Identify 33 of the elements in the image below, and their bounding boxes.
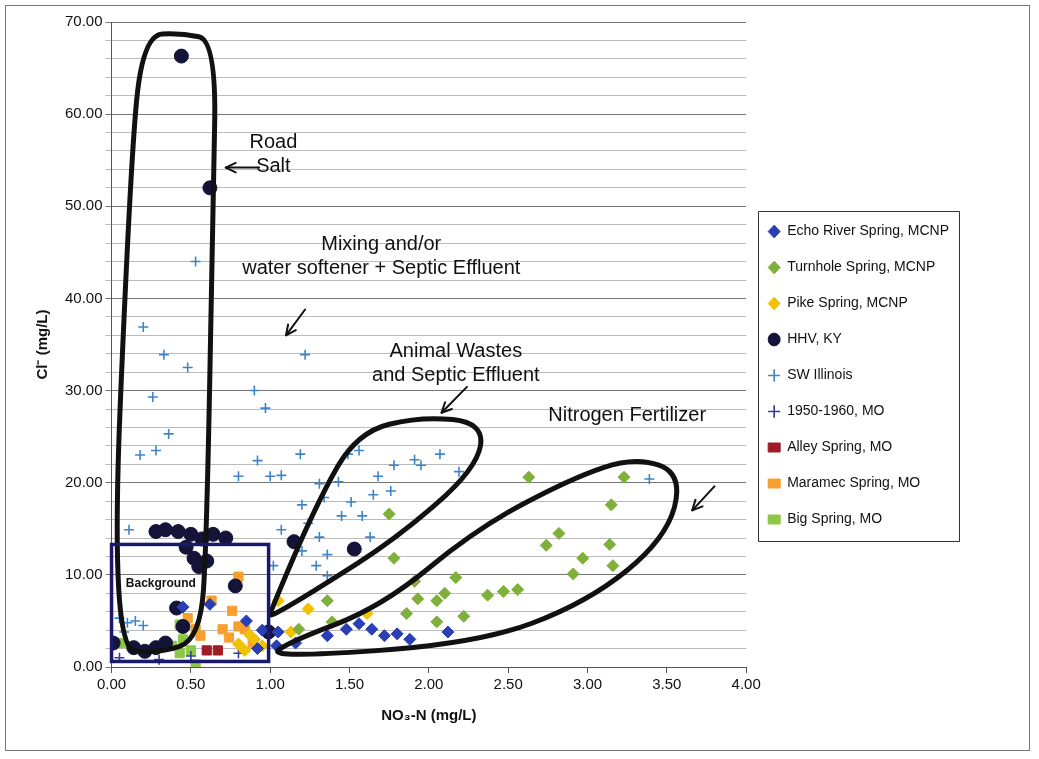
legend-label: Pike Spring, MCNP	[787, 294, 908, 311]
y-tick-label: 50.00	[64, 196, 103, 214]
x-tick-label: 1.00	[255, 675, 285, 693]
x-tick-label: 0.00	[96, 675, 127, 693]
y-tick-label: 10.00	[64, 565, 103, 582]
legend-label: 1950-1960, MO	[787, 402, 885, 419]
x-tick-label: 2.50	[493, 675, 523, 693]
x-tick-label: 3.50	[652, 675, 682, 693]
annotation: Background	[125, 576, 196, 591]
y-tick-label: 20.00	[64, 472, 103, 490]
legend-label: Big Spring, MO	[787, 510, 883, 527]
annotation: Mixing and/or water softener + Septic Effluent	[241, 231, 521, 278]
y-tick-label: 30.00	[64, 380, 103, 398]
annotation: Road Salt	[249, 130, 298, 177]
legend-label: Echo River Spring, MCNP	[787, 222, 949, 239]
legend-label: Alley Spring, MO	[787, 438, 893, 455]
x-tick-label: 1.50	[334, 675, 365, 693]
y-tick-label: 40.00	[64, 288, 103, 306]
x-tick-label: 0.50	[176, 675, 206, 693]
y-tick-label: 70.00	[64, 12, 103, 30]
legend-label: HHV, KY	[787, 330, 843, 347]
legend-label: Turnhole Spring, MCNP	[787, 258, 936, 275]
x-tick-label: 3.00	[572, 675, 603, 693]
x-tick-label: 4.00	[731, 675, 761, 693]
annotation: Nitrogen Fertilizer	[548, 402, 707, 425]
legend-label: SW Illinois	[787, 366, 853, 383]
x-axis-title: NO₃-N (mg/L)	[381, 706, 477, 724]
y-tick-label: 60.00	[64, 104, 103, 122]
y-axis-title: Cl⁻ (mg/L)	[33, 309, 51, 380]
y-tick-label: 0.00	[73, 657, 103, 675]
legend-label: Maramec Spring, MO	[787, 474, 921, 491]
x-tick-label: 2.00	[414, 675, 444, 693]
annotation: Animal Wastes and Septic Effluent	[372, 339, 541, 386]
